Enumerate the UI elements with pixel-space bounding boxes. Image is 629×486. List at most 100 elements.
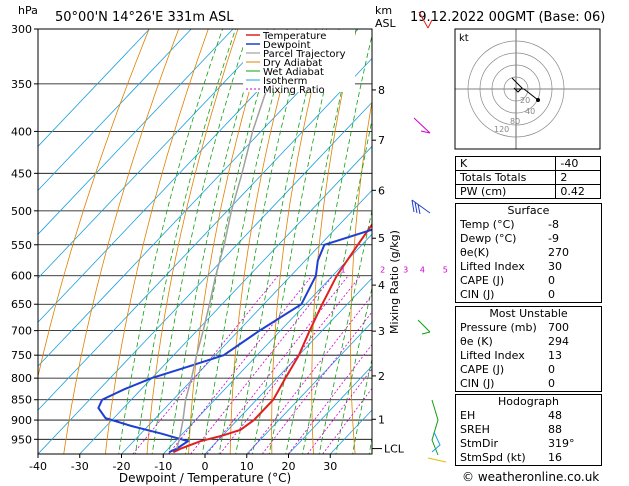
hodograph-ring-label-20: 20: [520, 96, 530, 105]
stat-label: Lifted Index: [460, 260, 525, 273]
stat-label: CIN (J): [460, 288, 495, 301]
wet-adiabat-line: [168, 29, 264, 454]
dry-adiabat-line: [188, 29, 268, 454]
wet-adiabat-line: [318, 208, 372, 454]
x-tick-label: -20: [113, 460, 131, 473]
stat-row: CAPE (J) 0: [456, 274, 601, 288]
copyright-footer: © weatheronline.co.uk: [462, 470, 600, 484]
wind-barb-low-2: [431, 431, 441, 453]
stat-row: Dewp (°C) -9: [456, 232, 601, 246]
stat-value: -9: [548, 232, 559, 245]
km-tick-label-2: 2: [378, 370, 385, 383]
legend: Temperature Dewpoint Parcel Trajectory D…: [243, 30, 355, 96]
mixing-ratio-line: [168, 275, 313, 454]
stat-value: 0: [548, 288, 555, 301]
stat-label: Lifted Index: [460, 349, 525, 362]
stat-value: -8: [548, 218, 559, 231]
wind-barb-700: [417, 319, 431, 335]
surface-panel: Surface Temp (°C) -8 Dewp (°C) -9 θe(K) 270 Li…: [455, 203, 602, 303]
pressure-unit-label: hPa: [18, 4, 38, 17]
wet-adiabat-line: [118, 29, 223, 454]
hodograph: kt 20 40 80 120: [454, 28, 601, 150]
mixing-ratio-line: [219, 275, 361, 454]
stat-value: 0: [548, 274, 555, 287]
isotherm-line: [38, 29, 150, 147]
hodograph-storm-vector: [516, 88, 539, 101]
pressure-tick-label: 450: [11, 167, 32, 180]
mixing-ratio-label-4: 4: [420, 266, 425, 275]
mixing-ratio-line: [132, 275, 279, 454]
wet-adiabat-line: [285, 33, 372, 454]
pressure-tick-label: 800: [11, 372, 32, 385]
wet-adiabat-line: [218, 29, 308, 454]
pressure-tick-label: 300: [11, 23, 32, 36]
stat-value: 16: [548, 451, 562, 464]
km-tick-label-5: 5: [378, 232, 385, 245]
stat-row: CIN (J) 0: [456, 288, 601, 302]
legend-label-mixing-ratio: Mixing Ratio: [263, 85, 325, 96]
stat-label: CIN (J): [460, 377, 495, 390]
most-unstable-panel: Most Unstable Pressure (mb) 700 θe (K) 294 L…: [455, 306, 602, 392]
km-tick-label-6: 6: [378, 184, 385, 197]
wind-barb-500: [411, 199, 431, 215]
mixing-ratio-label-5: 5: [443, 266, 448, 275]
km-tick-label-8: 8: [378, 84, 385, 97]
stat-value: 88: [548, 423, 562, 436]
mixing-ratio-label-3: 3: [403, 266, 408, 275]
stat-label: SREH: [460, 423, 490, 436]
stat-row: CIN (J) 0: [456, 377, 601, 391]
wet-adiabat-line: [352, 357, 372, 454]
series-lines: [97, 29, 372, 454]
pressure-tick-label: 600: [11, 270, 32, 283]
wet-adiabat-line: [302, 117, 372, 454]
stat-label: Dewp (°C): [460, 232, 517, 245]
stat-value: 294: [548, 335, 569, 348]
isotherm-line: [288, 365, 372, 454]
stat-row: StmSpd (kt) 16: [456, 451, 601, 465]
wind-barb-surface: [427, 457, 447, 463]
pressure-tick-label: 650: [11, 298, 32, 311]
location-title: 50°00'N 14°26'E 331m ASL: [55, 10, 234, 25]
hodograph-ring-label-80: 80: [510, 117, 520, 126]
stat-value: 30: [548, 260, 562, 273]
axes: 3003504004505005506006507007508008509009…: [11, 23, 405, 473]
isotherm-line: [38, 29, 276, 279]
stat-row: θe (K) 294: [456, 335, 601, 349]
pressure-tick-label: 950: [11, 433, 32, 446]
index-row: K -40: [454, 156, 601, 171]
wind-barbs: [411, 11, 447, 463]
hodograph-storm-point: [536, 98, 540, 102]
mixing-ratio-line: [261, 311, 372, 454]
dry-adiabat-line: [146, 29, 239, 454]
mixing-ratio-line: [190, 275, 334, 454]
stat-row: Lifted Index 30: [456, 260, 601, 274]
isotherm-line: [38, 29, 317, 323]
series-line-dewpoint: [97, 228, 372, 454]
stat-value: 13: [548, 349, 562, 362]
stat-row: EH 48: [456, 409, 601, 423]
legend-label-parcel: Parcel Trajectory: [263, 49, 346, 60]
x-tick-label: -30: [71, 460, 89, 473]
stat-label: θe (K): [460, 335, 493, 348]
wet-adiabat-line: [185, 29, 278, 454]
hodograph-trace: [511, 77, 523, 93]
dry-adiabat-line: [229, 29, 298, 454]
wet-adiabat-line: [201, 29, 293, 454]
legend-label-isotherm: Isotherm: [263, 76, 307, 87]
stat-value: 700: [548, 321, 569, 334]
legend-label-temperature: Temperature: [262, 31, 326, 42]
stat-label: StmDir: [460, 437, 499, 450]
datetime-title: 19.12.2022 00GMT (Base: 06): [410, 10, 605, 25]
series-line-temperature: [172, 222, 372, 454]
pressure-tick-label: 350: [11, 78, 32, 91]
stat-row: θe(K) 270: [456, 246, 601, 260]
wet-adiabat-line: [134, 29, 236, 454]
wind-barb-400: [413, 117, 431, 134]
dry-adiabat-line: [622, 29, 629, 454]
stat-row: SREH 88: [456, 423, 601, 437]
pressure-tick-label: 850: [11, 394, 32, 407]
surface-title: Surface: [507, 204, 550, 217]
legend-label-wet-adiabat: Wet Adiabat: [263, 67, 324, 78]
pressure-tick-label: 400: [11, 125, 32, 138]
km-tick-label-7: 7: [378, 134, 385, 147]
